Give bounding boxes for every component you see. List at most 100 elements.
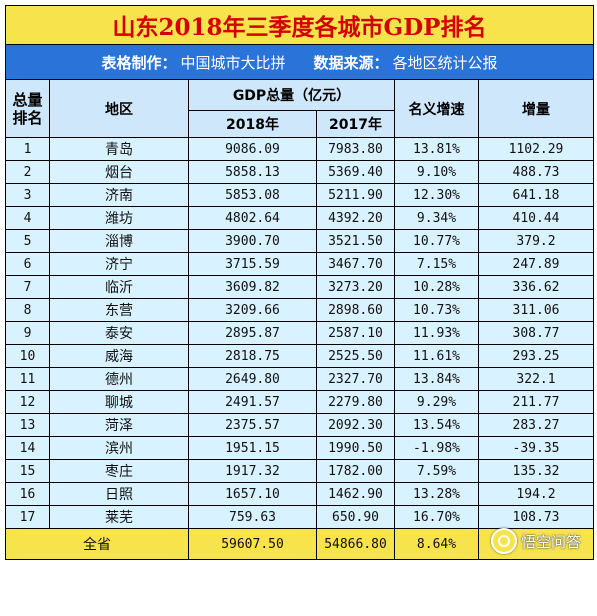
table-row: 16 日照 1657.10 1462.90 13.28% 194.2 [5, 482, 594, 506]
increase-cell: 283.27 [478, 413, 594, 437]
rank-cell: 9 [5, 321, 50, 345]
gdp-2017-cell: 1782.00 [316, 459, 395, 483]
header-growth: 名义增速 [394, 79, 479, 138]
increase-cell: 1102.29 [478, 137, 594, 161]
maker-value: 中国城市大比拼 [180, 53, 286, 72]
increase-cell: 410.44 [478, 206, 594, 230]
city-cell: 德州 [49, 367, 189, 391]
growth-cell: 13.54% [394, 413, 479, 437]
gdp-2017-cell: 5211.90 [316, 183, 395, 207]
city-cell: 烟台 [49, 160, 189, 184]
gdp-2017-cell: 3273.20 [316, 275, 395, 299]
header-rank: 总量排名 [5, 79, 50, 138]
total-gdp-2017: 54866.80 [316, 528, 395, 560]
increase-cell: -39.35 [478, 436, 594, 460]
maker-label: 表格制作： [101, 53, 177, 72]
increase-cell: 108.73 [478, 505, 594, 529]
city-cell: 泰安 [49, 321, 189, 345]
gdp-2017-cell: 7983.80 [316, 137, 395, 161]
rank-cell: 6 [5, 252, 50, 276]
growth-cell: -1.98% [394, 436, 479, 460]
increase-cell: 379.2 [478, 229, 594, 253]
rank-cell: 11 [5, 367, 50, 391]
table-row: 14 滨州 1951.15 1990.50 -1.98% -39.35 [5, 436, 594, 460]
city-cell: 潍坊 [49, 206, 189, 230]
increase-cell: 194.2 [478, 482, 594, 506]
gdp-2018-cell: 2491.57 [188, 390, 317, 414]
increase-cell: 488.73 [478, 160, 594, 184]
gdp-2018-cell: 1917.32 [188, 459, 317, 483]
gdp-2018-cell: 5858.13 [188, 160, 317, 184]
gdp-2018-cell: 759.63 [188, 505, 317, 529]
table-row: 17 莱芜 759.63 650.90 16.70% 108.73 [5, 505, 594, 529]
growth-cell: 9.29% [394, 390, 479, 414]
gdp-2018-cell: 2375.57 [188, 413, 317, 437]
city-cell: 淄博 [49, 229, 189, 253]
growth-cell: 11.61% [394, 344, 479, 368]
header-year-2018: 2018年 [188, 110, 317, 138]
gdp-2018-cell: 2818.75 [188, 344, 317, 368]
header-region: 地区 [49, 79, 189, 138]
city-cell: 济南 [49, 183, 189, 207]
increase-cell: 211.77 [478, 390, 594, 414]
gdp-2017-cell: 2327.70 [316, 367, 395, 391]
city-cell: 青岛 [49, 137, 189, 161]
table-row: 12 聊城 2491.57 2279.80 9.29% 211.77 [5, 390, 594, 414]
growth-cell: 13.81% [394, 137, 479, 161]
table-row: 9 泰安 2895.87 2587.10 11.93% 308.77 [5, 321, 594, 345]
gdp-2017-cell: 2587.10 [316, 321, 395, 345]
rank-cell: 2 [5, 160, 50, 184]
city-cell: 莱芜 [49, 505, 189, 529]
city-cell: 枣庄 [49, 459, 189, 483]
growth-cell: 9.34% [394, 206, 479, 230]
rank-cell: 17 [5, 505, 50, 529]
gdp-2018-cell: 3209.66 [188, 298, 317, 322]
gdp-2017-cell: 2898.60 [316, 298, 395, 322]
gdp-2018-cell: 1657.10 [188, 482, 317, 506]
increase-cell: 308.77 [478, 321, 594, 345]
table-row: 6 济宁 3715.59 3467.70 7.15% 247.89 [5, 252, 594, 276]
rank-cell: 14 [5, 436, 50, 460]
total-growth: 8.64% [394, 528, 479, 560]
city-cell: 滨州 [49, 436, 189, 460]
table-row: 11 德州 2649.80 2327.70 13.84% 322.1 [5, 367, 594, 391]
growth-cell: 10.28% [394, 275, 479, 299]
gdp-2018-cell: 1951.15 [188, 436, 317, 460]
city-cell: 菏泽 [49, 413, 189, 437]
gdp-2018-cell: 5853.08 [188, 183, 317, 207]
header-increase: 增量 [478, 79, 594, 138]
gdp-2018-cell: 2895.87 [188, 321, 317, 345]
city-cell: 东营 [49, 298, 189, 322]
table-body: 1 青岛 9086.09 7983.80 13.81% 1102.29 2 烟台 5858.13… [5, 137, 594, 529]
table-row: 3 济南 5853.08 5211.90 12.30% 641.18 [5, 183, 594, 207]
table-row: 10 威海 2818.75 2525.50 11.61% 293.25 [5, 344, 594, 368]
gdp-2017-cell: 2092.30 [316, 413, 395, 437]
city-cell: 济宁 [49, 252, 189, 276]
watermark-text: 悟空问答 [520, 532, 581, 551]
table-row: 2 烟台 5858.13 5369.40 9.10% 488.73 [5, 160, 594, 184]
increase-cell: 641.18 [478, 183, 594, 207]
rank-cell: 15 [5, 459, 50, 483]
gdp-2018-cell: 9086.09 [188, 137, 317, 161]
rank-cell: 10 [5, 344, 50, 368]
growth-cell: 13.28% [394, 482, 479, 506]
rank-cell: 7 [5, 275, 50, 299]
rank-cell: 5 [5, 229, 50, 253]
table-row: 13 菏泽 2375.57 2092.30 13.54% 283.27 [5, 413, 594, 437]
growth-cell: 12.30% [394, 183, 479, 207]
rank-cell: 13 [5, 413, 50, 437]
table-subtitle: 表格制作： 中国城市大比拼 数据来源： 各地区统计公报 [5, 44, 594, 80]
gdp-2018-cell: 2649.80 [188, 367, 317, 391]
growth-cell: 9.10% [394, 160, 479, 184]
city-cell: 日照 [49, 482, 189, 506]
increase-cell: 135.32 [478, 459, 594, 483]
gdp-2017-cell: 2279.80 [316, 390, 395, 414]
gdp-2018-cell: 3900.70 [188, 229, 317, 253]
source-value: 各地区统计公报 [392, 53, 498, 72]
increase-cell: 293.25 [478, 344, 594, 368]
gdp-2018-cell: 3609.82 [188, 275, 317, 299]
growth-cell: 11.93% [394, 321, 479, 345]
increase-cell: 322.1 [478, 367, 594, 391]
header-gdp-total: GDP总量（亿元） [188, 79, 395, 111]
gdp-2017-cell: 3467.70 [316, 252, 395, 276]
